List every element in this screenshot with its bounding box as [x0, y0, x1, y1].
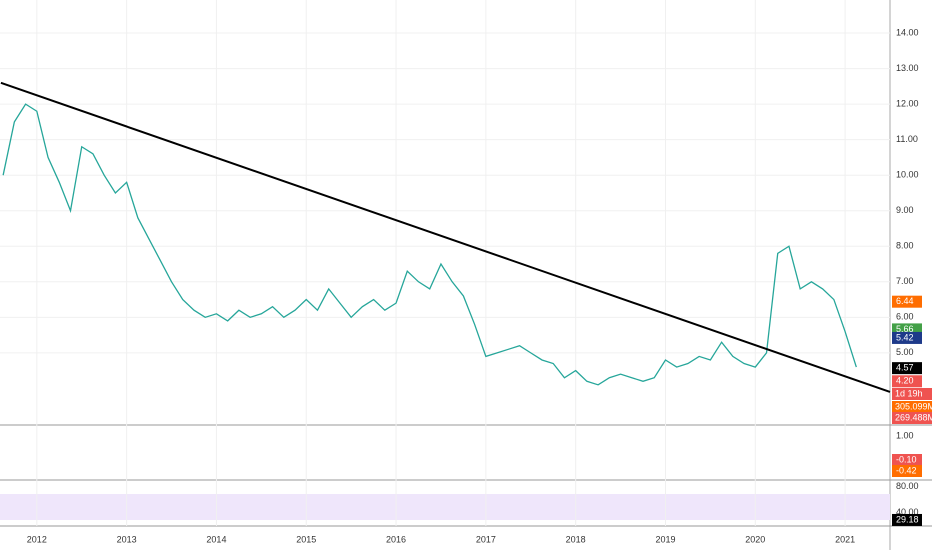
x-tick-label: 2012 [27, 534, 47, 544]
price-badge-label: 4.57 [896, 363, 914, 373]
y-tick-label: 14.00 [896, 27, 919, 37]
info-badge [892, 401, 932, 413]
info-badge-label: 1d 19h [895, 388, 923, 398]
x-tick-label: 2021 [835, 534, 855, 544]
y-tick-label: 10.00 [896, 170, 919, 180]
x-tick-label: 2013 [117, 534, 137, 544]
price-badge-label: 5.42 [896, 332, 914, 342]
price-badge-label: 6.44 [896, 296, 914, 306]
y-tick-label: 7.00 [896, 276, 914, 286]
rsi-tick-label: 40.00 [896, 507, 919, 517]
y-tick-label: 6.00 [896, 312, 914, 322]
y-tick-label: 11.00 [896, 134, 918, 144]
x-tick-label: 2014 [206, 534, 226, 544]
y-tick-label: 9.00 [896, 205, 914, 215]
rsi-tick-label: 80.00 [896, 481, 919, 491]
trendline [0, 81, 891, 393]
y-tick-label: 13.00 [896, 63, 919, 73]
x-tick-label: 2018 [566, 534, 586, 544]
price-badge [892, 295, 922, 308]
y-tick-label: 8.00 [896, 241, 914, 251]
price-badge-label: 4.20 [896, 376, 914, 386]
x-tick-label: 2016 [386, 534, 406, 544]
x-tick-label: 2015 [296, 534, 316, 544]
macd-badge [892, 465, 922, 477]
info-badge [892, 388, 932, 400]
y-tick-label: 12.00 [896, 98, 919, 108]
price-badge-label: 5.66 [896, 324, 914, 334]
rsi-band [0, 494, 890, 520]
y-tick-label: 5.00 [896, 347, 914, 357]
info-badge-label: 305.099M [895, 401, 932, 411]
price-badge [892, 375, 922, 388]
macd-badge-label: -0.42 [896, 465, 917, 475]
price-line [2, 103, 857, 386]
macd-badge [892, 454, 922, 466]
info-badge-label: 269.488M [895, 412, 932, 422]
macd-tick-label: 1.00 [896, 430, 914, 440]
x-tick-label: 2020 [745, 534, 765, 544]
x-tick-label: 2019 [655, 534, 675, 544]
x-tick-label: 2017 [476, 534, 496, 544]
rsi-badge [892, 513, 922, 526]
rsi-badge-label: 29.18 [896, 514, 919, 524]
macd-badge-label: -0.10 [896, 454, 917, 464]
price-badge [892, 362, 922, 375]
price-badge [892, 331, 922, 344]
info-badge [892, 412, 932, 424]
